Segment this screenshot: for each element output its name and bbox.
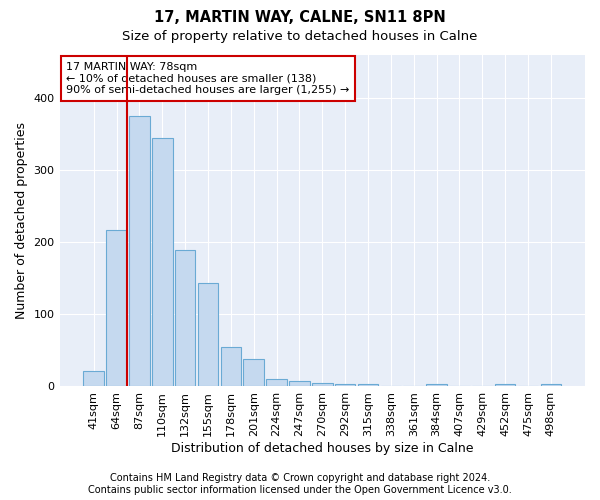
Bar: [198, 284, 218, 387]
Text: 17, MARTIN WAY, CALNE, SN11 8PN: 17, MARTIN WAY, CALNE, SN11 8PN: [154, 10, 446, 25]
Bar: [244, 359, 264, 386]
Bar: [129, 116, 150, 386]
Bar: [335, 384, 355, 386]
Bar: [495, 384, 515, 386]
Bar: [541, 384, 561, 386]
Y-axis label: Number of detached properties: Number of detached properties: [15, 122, 28, 319]
Bar: [221, 347, 241, 387]
Bar: [266, 378, 287, 386]
Bar: [289, 380, 310, 386]
Bar: [152, 138, 173, 386]
Text: Contains HM Land Registry data © Crown copyright and database right 2024.
Contai: Contains HM Land Registry data © Crown c…: [88, 474, 512, 495]
Text: Size of property relative to detached houses in Calne: Size of property relative to detached ho…: [122, 30, 478, 43]
Bar: [312, 383, 332, 386]
Bar: [106, 230, 127, 386]
Bar: [83, 370, 104, 386]
Bar: [426, 384, 447, 386]
Bar: [175, 250, 196, 386]
Text: 17 MARTIN WAY: 78sqm
← 10% of detached houses are smaller (138)
90% of semi-deta: 17 MARTIN WAY: 78sqm ← 10% of detached h…: [67, 62, 350, 95]
X-axis label: Distribution of detached houses by size in Calne: Distribution of detached houses by size …: [171, 442, 473, 455]
Bar: [358, 384, 378, 386]
